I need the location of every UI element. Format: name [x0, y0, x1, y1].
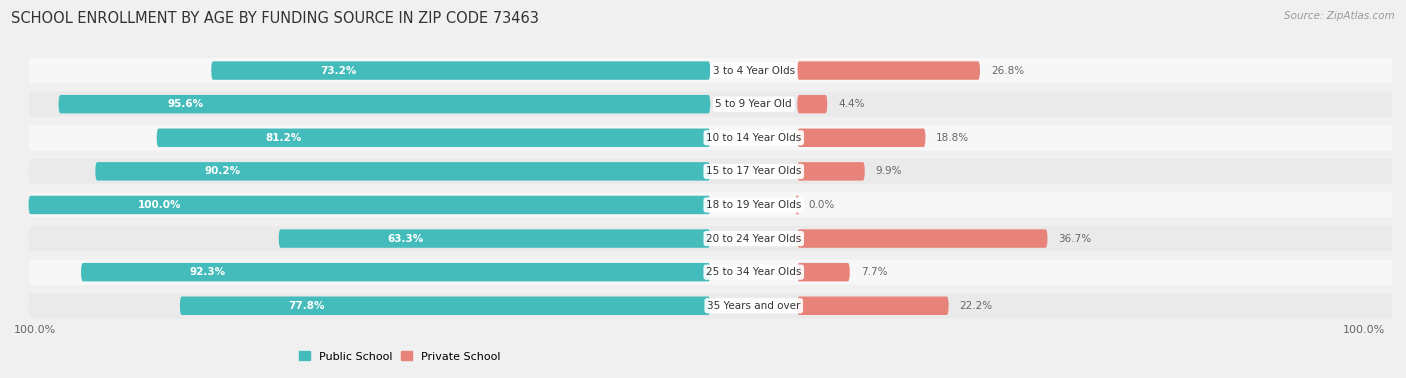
FancyBboxPatch shape	[797, 95, 827, 113]
FancyBboxPatch shape	[797, 229, 1047, 248]
FancyBboxPatch shape	[28, 192, 1406, 218]
FancyBboxPatch shape	[28, 226, 1406, 251]
FancyBboxPatch shape	[96, 162, 710, 181]
FancyBboxPatch shape	[28, 196, 710, 214]
FancyBboxPatch shape	[156, 129, 710, 147]
Text: 90.2%: 90.2%	[204, 166, 240, 177]
FancyBboxPatch shape	[82, 263, 710, 281]
FancyBboxPatch shape	[796, 196, 799, 214]
Text: 35 Years and over: 35 Years and over	[707, 301, 800, 311]
Text: 77.8%: 77.8%	[288, 301, 325, 311]
FancyBboxPatch shape	[28, 91, 1406, 117]
Text: 22.2%: 22.2%	[959, 301, 993, 311]
FancyBboxPatch shape	[28, 293, 1406, 318]
Text: 100.0%: 100.0%	[138, 200, 181, 210]
FancyBboxPatch shape	[278, 229, 710, 248]
FancyBboxPatch shape	[797, 162, 865, 181]
Text: 95.6%: 95.6%	[167, 99, 204, 109]
Text: 4.4%: 4.4%	[838, 99, 865, 109]
Text: Source: ZipAtlas.com: Source: ZipAtlas.com	[1284, 11, 1395, 21]
FancyBboxPatch shape	[797, 263, 849, 281]
Text: 92.3%: 92.3%	[190, 267, 226, 277]
FancyBboxPatch shape	[28, 125, 1406, 150]
Text: 73.2%: 73.2%	[321, 65, 356, 76]
FancyBboxPatch shape	[59, 95, 710, 113]
Text: 26.8%: 26.8%	[991, 65, 1024, 76]
FancyBboxPatch shape	[180, 296, 710, 315]
Text: 9.9%: 9.9%	[876, 166, 903, 177]
Text: 7.7%: 7.7%	[860, 267, 887, 277]
FancyBboxPatch shape	[211, 61, 710, 80]
Text: SCHOOL ENROLLMENT BY AGE BY FUNDING SOURCE IN ZIP CODE 73463: SCHOOL ENROLLMENT BY AGE BY FUNDING SOUR…	[11, 11, 538, 26]
FancyBboxPatch shape	[797, 296, 949, 315]
Legend: Public School, Private School: Public School, Private School	[299, 352, 501, 362]
Text: 0.0%: 0.0%	[808, 200, 834, 210]
FancyBboxPatch shape	[28, 159, 1406, 184]
Text: 36.7%: 36.7%	[1059, 234, 1091, 243]
FancyBboxPatch shape	[28, 58, 1406, 83]
Text: 20 to 24 Year Olds: 20 to 24 Year Olds	[706, 234, 801, 243]
Text: 18.8%: 18.8%	[936, 133, 969, 143]
FancyBboxPatch shape	[797, 129, 925, 147]
Text: 18 to 19 Year Olds: 18 to 19 Year Olds	[706, 200, 801, 210]
Text: 5 to 9 Year Old: 5 to 9 Year Old	[716, 99, 792, 109]
Text: 81.2%: 81.2%	[266, 133, 302, 143]
Text: 10 to 14 Year Olds: 10 to 14 Year Olds	[706, 133, 801, 143]
Text: 63.3%: 63.3%	[388, 234, 423, 243]
Text: 100.0%: 100.0%	[1343, 325, 1385, 335]
Text: 15 to 17 Year Olds: 15 to 17 Year Olds	[706, 166, 801, 177]
FancyBboxPatch shape	[28, 260, 1406, 285]
Text: 25 to 34 Year Olds: 25 to 34 Year Olds	[706, 267, 801, 277]
Text: 100.0%: 100.0%	[14, 325, 56, 335]
FancyBboxPatch shape	[797, 61, 980, 80]
Text: 3 to 4 Year Olds: 3 to 4 Year Olds	[713, 65, 794, 76]
